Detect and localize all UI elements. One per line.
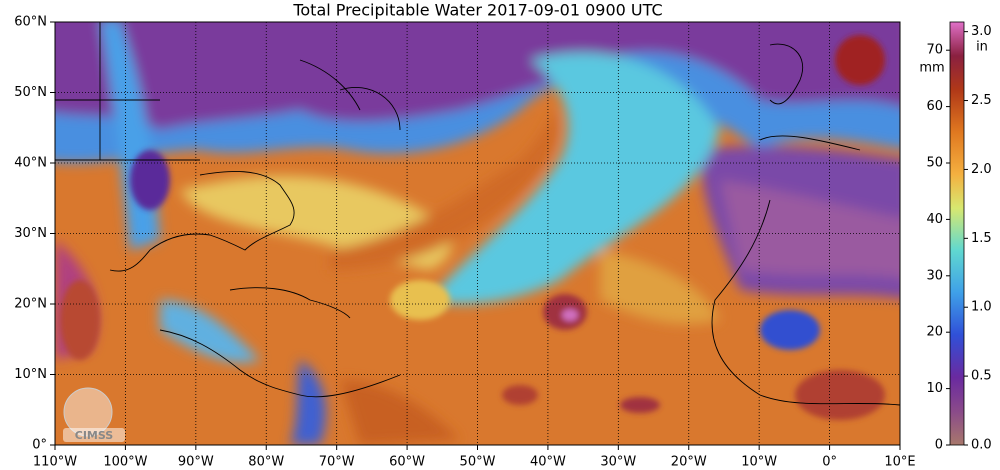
y-tick-label: 30°N <box>14 226 47 241</box>
colorbar-mm-label: 70 <box>926 43 943 58</box>
tpw-field <box>55 22 900 445</box>
x-tick-label: 90°W <box>178 455 214 470</box>
colorbar-mm-label: 20 <box>926 325 943 340</box>
colorbar-in-label: 1.0 <box>971 300 992 315</box>
colorbar-in-label: 2.0 <box>971 162 992 177</box>
y-tick-label: 40°N <box>14 156 47 171</box>
x-tick-label: 100°W <box>103 455 147 470</box>
x-tick-label: 0° <box>822 455 837 470</box>
logo-plate <box>63 428 125 442</box>
colorbar <box>949 21 965 446</box>
logo: CIMSS <box>63 387 125 442</box>
x-tick-label: 10°W <box>741 455 777 470</box>
x-tick-label: 20°W <box>671 455 707 470</box>
colorbar-mm-label: 30 <box>926 268 943 283</box>
title: Total Precipitable Water 2017-09-01 0900… <box>292 1 662 20</box>
y-tick-label: 50°N <box>14 85 47 100</box>
colorbar-in-label: 3.0 <box>971 24 992 39</box>
colorbar-in-label: 0.0 <box>971 438 992 453</box>
x-tick-label: 70°W <box>319 455 355 470</box>
x-tick-label: 40°W <box>530 455 566 470</box>
colorbar-mm-label: 0 <box>935 438 943 453</box>
colorbar-in-label: 0.5 <box>971 369 992 384</box>
logo-text: CIMSS <box>75 429 114 442</box>
x-tick-label: 50°W <box>460 455 496 470</box>
x-tick-label: 10°E <box>884 455 915 470</box>
x-tick-label: 60°W <box>389 455 425 470</box>
colorbar-mm-label: 60 <box>926 99 943 114</box>
colorbar-in-label: 2.5 <box>971 93 992 108</box>
x-tick-label: 110°W <box>33 455 77 470</box>
y-tick-label: 60°N <box>14 15 47 30</box>
y-tick-label: 20°N <box>14 297 47 312</box>
colorbar-mm-label: 50 <box>926 156 943 171</box>
colorbar-mm-label: 40 <box>926 212 943 227</box>
y-tick-label: 0° <box>32 438 47 453</box>
colorbar-in-label: 1.5 <box>971 231 992 246</box>
x-tick-label: 30°W <box>600 455 636 470</box>
colorbar-unit-mm: mm <box>919 61 944 76</box>
colorbar-mm-label: 10 <box>926 381 943 396</box>
colorbar-unit-in: in <box>976 40 988 55</box>
y-tick-label: 10°N <box>14 367 47 382</box>
x-tick-label: 80°W <box>248 455 284 470</box>
